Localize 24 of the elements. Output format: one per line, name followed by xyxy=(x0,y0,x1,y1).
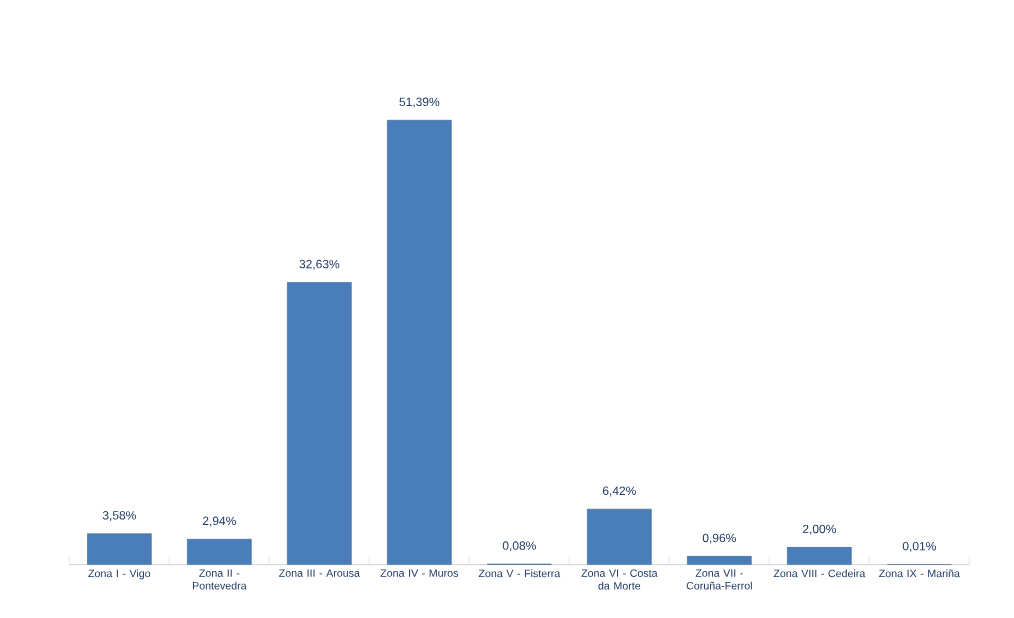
data-label: 0,01% xyxy=(902,541,936,552)
x-tick-label: Zona VI - Costa da Morte xyxy=(581,569,658,590)
bar xyxy=(387,119,452,565)
data-label: 0,96% xyxy=(702,533,736,544)
x-tick-label: Zona VIII - Cedeira xyxy=(773,569,866,578)
data-label: 2,94% xyxy=(202,516,236,527)
bar xyxy=(787,547,852,565)
data-label: 32,63% xyxy=(299,259,340,270)
x-tick-label: Zona II - Pontevedra xyxy=(192,569,247,590)
bar xyxy=(187,538,252,565)
x-tick-label: Zona I - Vigo xyxy=(88,569,151,580)
x-tick-label: Zona IV - Muros xyxy=(380,569,459,577)
data-label: 0,08% xyxy=(502,541,536,552)
data-label: 51,39% xyxy=(399,97,440,108)
x-tick-label: Zona V - Fisterra xyxy=(478,569,561,578)
bar xyxy=(287,282,352,565)
bar xyxy=(87,533,152,565)
data-label: 3,58% xyxy=(102,511,136,521)
data-label: 6,42% xyxy=(602,486,636,497)
bar xyxy=(587,508,652,565)
x-tick-label: Zona III - Arousa xyxy=(279,569,360,577)
data-label: 2,00% xyxy=(802,524,836,535)
x-tick-label: Zona IX - Mariña xyxy=(879,569,960,578)
x-tick-label: Zona VII - Coruña-Ferrol xyxy=(686,569,752,590)
